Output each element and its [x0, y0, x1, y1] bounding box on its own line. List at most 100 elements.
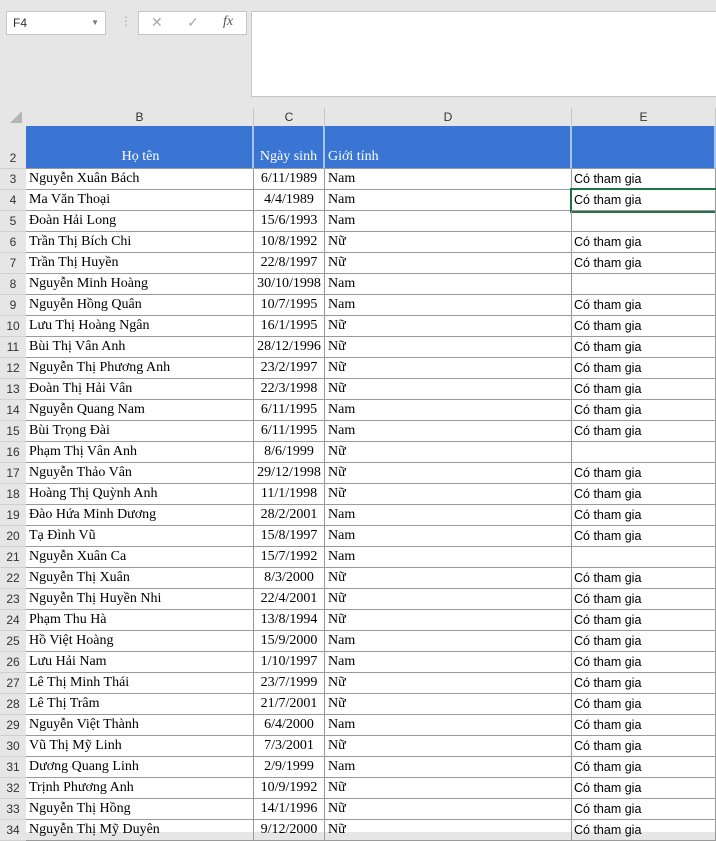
row-header[interactable]: 5 [0, 211, 26, 232]
cell-dob[interactable]: 28/2/2001 [254, 505, 325, 526]
row-header[interactable]: 4 [0, 190, 26, 211]
cell-name[interactable]: Đoàn Thị Hải Vân [26, 379, 254, 400]
cell-gender[interactable]: Nữ [325, 820, 572, 841]
cell-participation[interactable]: Có tham gia [572, 673, 716, 694]
row-header[interactable]: 34 [0, 820, 26, 841]
cell-gender[interactable]: Nữ [325, 589, 572, 610]
cell-participation[interactable]: Có tham gia [572, 757, 716, 778]
cell-name[interactable]: Hoàng Thị Quỳnh Anh [26, 484, 254, 505]
cell-dob[interactable]: 6/11/1995 [254, 421, 325, 442]
cell-participation[interactable]: Có tham gia [572, 715, 716, 736]
cell-dob[interactable]: 8/3/2000 [254, 568, 325, 589]
cell-dob[interactable]: 8/6/1999 [254, 442, 325, 463]
header-cell-e[interactable] [572, 126, 716, 169]
cell-name[interactable]: Đào Hứa Minh Dương [26, 505, 254, 526]
cell-gender[interactable]: Nữ [325, 610, 572, 631]
cell-participation[interactable]: Có tham gia [572, 484, 716, 505]
cell-participation[interactable]: Có tham gia [572, 337, 716, 358]
cell-gender[interactable]: Nam [325, 757, 572, 778]
row-header[interactable]: 7 [0, 253, 26, 274]
cell-name[interactable]: Nguyễn Thị Xuân [26, 568, 254, 589]
cell-participation[interactable]: Có tham gia [572, 568, 716, 589]
cell-gender[interactable]: Nam [325, 169, 572, 190]
cell-dob[interactable]: 23/2/1997 [254, 358, 325, 379]
cell-participation[interactable]: Có tham gia [572, 799, 716, 820]
cell-dob[interactable]: 15/8/1997 [254, 526, 325, 547]
cell-gender[interactable]: Nam [325, 526, 572, 547]
cell-gender[interactable]: Nữ [325, 337, 572, 358]
cell-name[interactable]: Nguyễn Minh Hoàng [26, 274, 254, 295]
cell-participation[interactable] [572, 547, 716, 568]
cell-dob[interactable]: 15/9/2000 [254, 631, 325, 652]
cell-name[interactable]: Trần Thị Huyền [26, 253, 254, 274]
row-header[interactable]: 23 [0, 589, 26, 610]
name-box[interactable]: F4 ▼ [6, 11, 106, 35]
cell-dob[interactable]: 22/4/2001 [254, 589, 325, 610]
cell-participation[interactable]: Có tham gia [572, 778, 716, 799]
cell-name[interactable]: Phạm Thu Hà [26, 610, 254, 631]
cell-name[interactable]: Nguyễn Việt Thành [26, 715, 254, 736]
cell-name[interactable]: Lưu Hải Nam [26, 652, 254, 673]
column-header-d[interactable]: D [325, 108, 572, 126]
cell-gender[interactable]: Nam [325, 274, 572, 295]
cell-gender[interactable]: Nữ [325, 778, 572, 799]
cell-gender[interactable]: Nữ [325, 232, 572, 253]
cell-gender[interactable]: Nữ [325, 358, 572, 379]
row-header[interactable]: 33 [0, 799, 26, 820]
row-header[interactable]: 13 [0, 379, 26, 400]
cell-dob[interactable]: 15/6/1993 [254, 211, 325, 232]
cell-name[interactable]: Lê Thị Trâm [26, 694, 254, 715]
cell-gender[interactable]: Nữ [325, 442, 572, 463]
row-header[interactable]: 28 [0, 694, 26, 715]
cell-gender[interactable]: Nữ [325, 463, 572, 484]
cell-gender[interactable]: Nam [325, 547, 572, 568]
cell-dob[interactable]: 21/7/2001 [254, 694, 325, 715]
row-header[interactable]: 11 [0, 337, 26, 358]
cell-name[interactable]: Nguyễn Thảo Vân [26, 463, 254, 484]
cell-participation[interactable]: Có tham gia [572, 505, 716, 526]
row-header[interactable]: 16 [0, 442, 26, 463]
cell-name[interactable]: Trịnh Phương Anh [26, 778, 254, 799]
cell-name[interactable]: Lê Thị Minh Thái [26, 673, 254, 694]
column-header-e[interactable]: E [572, 108, 716, 126]
cell-name[interactable]: Nguyễn Xuân Bách [26, 169, 254, 190]
cell-name[interactable]: Hồ Việt Hoàng [26, 631, 254, 652]
cell-gender[interactable]: Nam [325, 715, 572, 736]
formula-input[interactable] [251, 11, 716, 97]
cell-participation[interactable]: Có tham gia [572, 421, 716, 442]
row-header[interactable]: 31 [0, 757, 26, 778]
cell-participation[interactable] [572, 442, 716, 463]
cell-dob[interactable]: 15/7/1992 [254, 547, 325, 568]
cell-dob[interactable]: 29/12/1998 [254, 463, 325, 484]
chevron-down-icon[interactable]: ▼ [91, 18, 99, 27]
cell-name[interactable]: Trần Thị Bích Chi [26, 232, 254, 253]
cell-gender[interactable]: Nữ [325, 568, 572, 589]
cell-gender[interactable]: Nam [325, 190, 572, 211]
cell-name[interactable]: Dương Quang Linh [26, 757, 254, 778]
cell-participation[interactable]: Có tham gia [572, 820, 716, 841]
cell-name[interactable]: Lưu Thị Hoàng Ngân [26, 316, 254, 337]
cell-dob[interactable]: 7/3/2001 [254, 736, 325, 757]
cell-gender[interactable]: Nữ [325, 736, 572, 757]
cell-name[interactable]: Phạm Thị Vân Anh [26, 442, 254, 463]
cell-dob[interactable]: 30/10/1998 [254, 274, 325, 295]
cell-dob[interactable]: 28/12/1996 [254, 337, 325, 358]
cell-gender[interactable]: Nam [325, 421, 572, 442]
cell-dob[interactable]: 22/3/1998 [254, 379, 325, 400]
cell-name[interactable]: Nguyễn Thị Hồng [26, 799, 254, 820]
cancel-icon[interactable]: ✕ [151, 14, 163, 30]
drag-handle-icon[interactable]: ⋮ [120, 14, 132, 28]
cell-gender[interactable]: Nữ [325, 799, 572, 820]
row-header[interactable]: 27 [0, 673, 26, 694]
cell-dob[interactable]: 6/11/1995 [254, 400, 325, 421]
row-header[interactable]: 17 [0, 463, 26, 484]
row-header[interactable]: 22 [0, 568, 26, 589]
cell-participation[interactable]: Có tham gia [572, 463, 716, 484]
cell-dob[interactable]: 23/7/1999 [254, 673, 325, 694]
cell-gender[interactable]: Nữ [325, 379, 572, 400]
column-header-b[interactable]: B [26, 108, 254, 126]
column-header-c[interactable]: C [254, 108, 325, 126]
cell-gender[interactable]: Nam [325, 652, 572, 673]
cell-gender[interactable]: Nữ [325, 673, 572, 694]
cell-participation[interactable] [572, 211, 716, 232]
